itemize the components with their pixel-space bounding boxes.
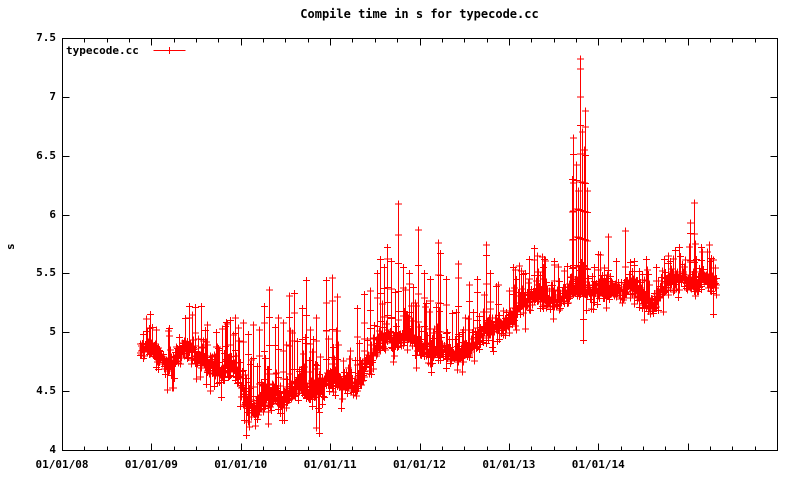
x-tick-label: 01/01/09: [124, 458, 178, 471]
x-tick-label: 01/01/11: [303, 458, 357, 471]
y-tick-label: 5.5: [36, 266, 56, 280]
y-tick-label: 7.5: [36, 31, 56, 44]
legend-marker-sample: [153, 47, 186, 54]
x-tick-label: 01/01/10: [214, 458, 268, 471]
x-tick-label: 01/01/13: [482, 458, 536, 471]
y-tick-label: 4.5: [36, 384, 56, 398]
x-tick-label: 01/01/08: [35, 458, 89, 471]
x-tick-label: 01/01/12: [393, 458, 446, 471]
y-tick-label: 4: [49, 443, 56, 456]
chart-title: Compile time in s for typecode.cc: [300, 7, 539, 21]
y-tick-label: 6: [49, 207, 56, 221]
legend-label: typecode.cc: [66, 44, 139, 57]
y-tick-label: 6.5: [36, 148, 56, 162]
y-tick-label: 7: [49, 89, 56, 103]
y-tick-label: 5: [49, 325, 56, 339]
y-axis-label: s: [4, 243, 17, 250]
x-tick-label: 01/01/14: [571, 458, 625, 471]
